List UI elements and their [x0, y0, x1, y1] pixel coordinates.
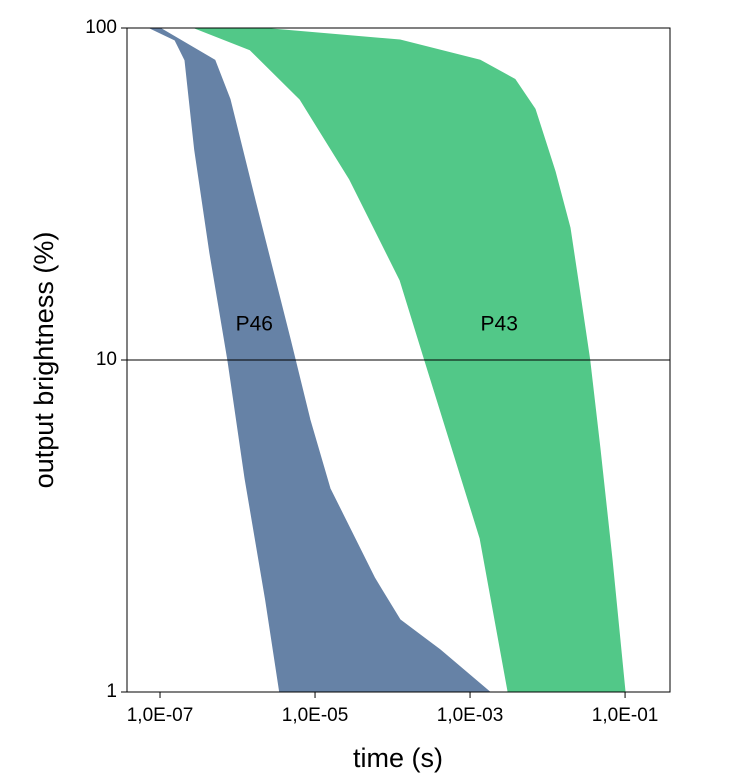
band-fill [194, 28, 626, 692]
x-tick-label: 1,0E-07 [127, 705, 194, 726]
x-tick-label: 1,0E-03 [437, 705, 504, 726]
band-fill [149, 28, 490, 692]
band-edge [259, 27, 626, 693]
x-axis-title: time (s) [353, 743, 443, 773]
y-tick-label: 10 [96, 349, 117, 370]
band-label: P46 [236, 313, 273, 336]
y-tick-label: 1 [106, 681, 117, 702]
x-tick-label: 1,0E-01 [592, 705, 659, 726]
band-edge [159, 27, 491, 693]
y-axis-title: output brightness (%) [29, 232, 59, 489]
plot-frame [126, 27, 671, 693]
band-label: P43 [481, 313, 518, 336]
band-edge [149, 27, 281, 693]
x-tick-label: 1,0E-05 [282, 705, 349, 726]
band-edge [194, 27, 509, 693]
y-tick-label: 100 [85, 17, 117, 38]
